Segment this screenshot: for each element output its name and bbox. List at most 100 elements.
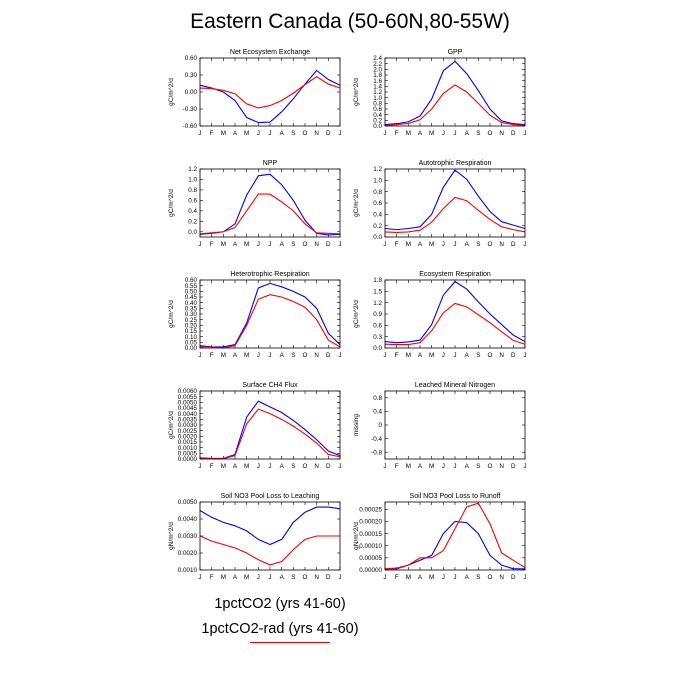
x-tick-label: N: [499, 241, 504, 248]
x-tick-label: D: [511, 574, 516, 581]
y-tick-label: 0.00015: [359, 531, 382, 538]
y-tick-label: 0.4: [188, 208, 197, 215]
x-tick-label: F: [395, 130, 399, 137]
x-tick-label: N: [314, 130, 319, 137]
x-tick-label: S: [291, 574, 295, 581]
x-tick-label: M: [244, 463, 249, 470]
x-tick-label: J: [523, 352, 526, 359]
plot-frame: [384, 57, 526, 127]
y-tick-label: 0.00000: [359, 567, 382, 574]
y-tick-label: -0.8: [371, 449, 382, 456]
y-tick-label: 0.2: [188, 219, 197, 226]
y-tick-label: 1.0: [373, 178, 382, 185]
x-tick-label: J: [338, 352, 341, 359]
y-axis-label: gN/m^2/d: [168, 522, 175, 550]
x-tick-label: J: [198, 130, 201, 137]
panel-title: Leached Mineral Nitrogen: [415, 382, 495, 389]
series-line-blue: [199, 69, 341, 124]
x-tick-label: J: [268, 352, 271, 359]
x-tick-label: N: [499, 352, 504, 359]
y-tick-label: 0.0: [373, 345, 382, 352]
x-tick-label: O: [303, 463, 308, 470]
y-tick-label: 0.0: [188, 229, 197, 236]
plot-frame: [384, 390, 526, 460]
y-tick-label: 0.4: [373, 112, 382, 119]
y-tick-label: 0: [378, 422, 382, 429]
x-tick-label: F: [210, 463, 214, 470]
panel-title: Net Ecosystem Exchange: [230, 49, 310, 56]
series-line-red: [199, 193, 341, 235]
y-tick-label: -0.60: [183, 123, 198, 130]
y-tick-label: 0.00: [185, 89, 198, 96]
y-tick-label: 0.0: [373, 234, 382, 241]
series-line-blue: [199, 506, 341, 546]
y-tick-label: 1.4: [373, 84, 382, 91]
x-tick-label: A: [233, 574, 238, 581]
series-line-red: [384, 502, 526, 570]
x-tick-label: O: [488, 463, 493, 470]
y-tick-label: 0.0050: [178, 400, 198, 407]
x-tick-label: J: [268, 463, 271, 470]
x-tick-label: J: [442, 241, 445, 248]
x-tick-label: J: [257, 241, 260, 248]
x-tick-label: J: [257, 574, 260, 581]
x-tick-label: J: [338, 241, 341, 248]
x-tick-label: J: [453, 574, 456, 581]
series-line-blue: [199, 282, 341, 348]
x-tick-label: M: [406, 241, 411, 248]
y-tick-label: 0.0015: [178, 439, 198, 446]
y-tick-label: 0.3: [373, 334, 382, 341]
x-tick-label: D: [326, 463, 331, 470]
x-tick-label: S: [476, 352, 480, 359]
y-tick-label: 0.0055: [178, 394, 198, 401]
y-tick-label: 0.00: [185, 345, 198, 352]
legend-entry-label: 1pctCO2 (yrs 41-60): [214, 596, 346, 612]
x-tick-label: F: [395, 574, 399, 581]
x-tick-label: J: [383, 352, 386, 359]
series-line-blue: [384, 280, 526, 344]
x-tick-label: A: [465, 130, 470, 137]
y-tick-label: 1.2: [373, 300, 382, 307]
x-tick-label: O: [488, 130, 493, 137]
x-tick-label: N: [499, 130, 504, 137]
x-tick-label: M: [244, 352, 249, 359]
y-tick-label: 0.6: [373, 106, 382, 113]
x-tick-label: S: [476, 463, 480, 470]
legend-line-red: [250, 642, 330, 643]
x-tick-label: D: [326, 130, 331, 137]
x-tick-label: A: [280, 241, 285, 248]
panel-title: Soil NO3 Pool Loss to Leaching: [221, 493, 320, 500]
x-tick-label: N: [314, 463, 319, 470]
plot-frame: [199, 390, 341, 460]
x-tick-label: J: [523, 130, 526, 137]
x-tick-label: N: [314, 241, 319, 248]
y-tick-label: 1.8: [373, 72, 382, 79]
y-axis-label: gC/m^2/d: [353, 189, 360, 217]
y-tick-label: 0.15: [185, 328, 198, 335]
x-tick-label: D: [511, 352, 516, 359]
series-line-blue: [384, 169, 526, 231]
x-tick-label: J: [338, 130, 341, 137]
y-tick-label: 0.2: [373, 223, 382, 230]
panel-title: NPP: [263, 160, 278, 167]
x-tick-label: F: [210, 241, 214, 248]
y-tick-label: 2.4: [373, 55, 382, 62]
x-tick-label: D: [326, 241, 331, 248]
x-tick-label: J: [383, 241, 386, 248]
x-tick-label: J: [453, 241, 456, 248]
x-tick-label: A: [233, 463, 238, 470]
y-tick-label: 0.2: [373, 118, 382, 125]
x-tick-label: J: [257, 463, 260, 470]
y-tick-label: 0.00005: [359, 555, 382, 562]
y-axis-label: gC/m^2/d: [168, 411, 175, 439]
panel-title: Surface CH4 Flux: [242, 382, 298, 389]
plot-frame: [384, 279, 526, 349]
plot-frame: [199, 501, 341, 571]
y-tick-label: 0.0050: [178, 499, 198, 506]
y-tick-label: 0.0020: [178, 434, 198, 441]
x-tick-label: M: [429, 130, 434, 137]
x-tick-label: J: [442, 574, 445, 581]
plot-frame: [199, 279, 341, 349]
x-tick-label: J: [523, 463, 526, 470]
